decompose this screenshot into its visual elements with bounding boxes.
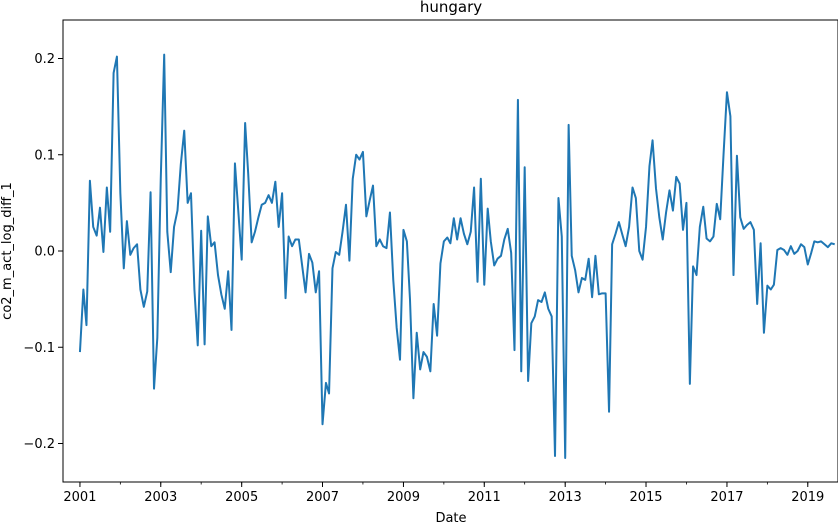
plot-frame: [62, 19, 838, 483]
x-tick-label: 2017: [710, 490, 743, 505]
x-tick-label: 2015: [629, 490, 662, 505]
x-tick-label: 2007: [306, 490, 339, 505]
y-tick-label: −0.2: [23, 437, 55, 452]
x-axis: 2001 2003 2005 2007 2009 2011 2013 2015 2017 2019: [63, 482, 824, 505]
y-tick-label: −0.1: [23, 341, 55, 356]
x-tick-label: 2011: [468, 490, 501, 505]
y-axis-label: co2_m_act_log_diff_1: [0, 182, 15, 320]
x-tick-label: 2001: [63, 490, 96, 505]
x-axis-label: Date: [435, 511, 466, 525]
y-axis: 0.2 0.1 0.0 −0.1 −0.2: [23, 52, 63, 452]
x-tick-label: 2009: [387, 490, 420, 505]
series-line: [78, 53, 835, 459]
x-tick-label: 2013: [549, 490, 582, 505]
x-tick-label: 2019: [791, 490, 824, 505]
x-tick-label: 2005: [225, 490, 258, 505]
y-tick-label: 0.0: [34, 245, 55, 260]
y-tick-label: 0.2: [34, 52, 55, 67]
chart-title: hungary: [420, 0, 482, 16]
y-tick-label: 0.1: [34, 148, 55, 163]
x-tick-label: 2003: [144, 490, 177, 505]
